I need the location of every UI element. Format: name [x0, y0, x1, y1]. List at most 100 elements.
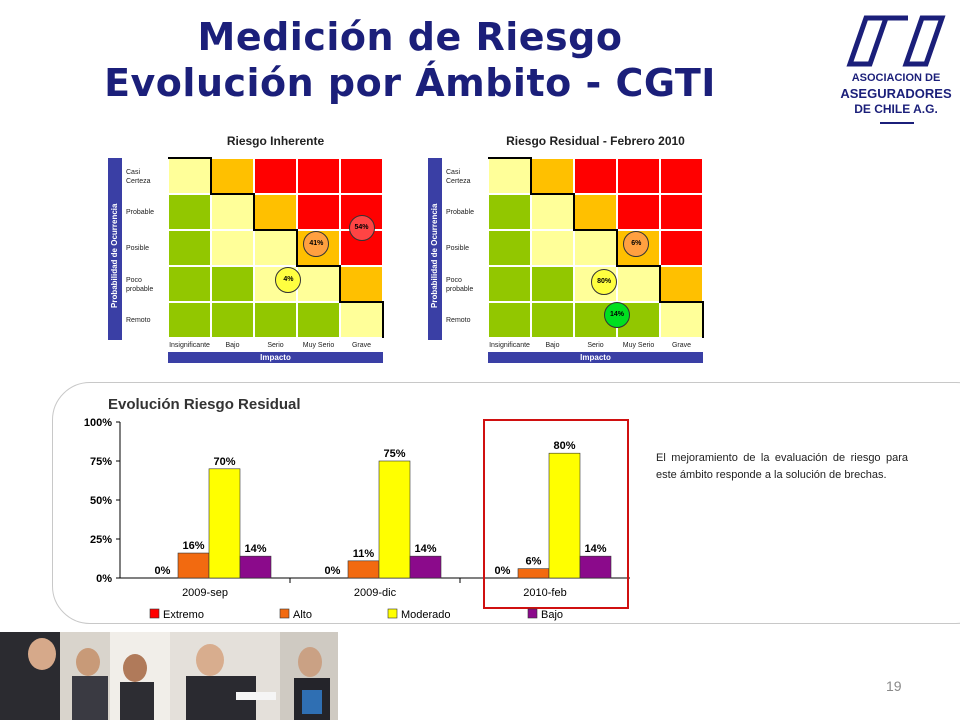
bar-alto — [517, 568, 550, 579]
residual-risk-bubble: 14% — [604, 301, 630, 328]
bar-moderado — [378, 460, 411, 579]
title-line-1: Medición de Riesgo — [197, 15, 623, 59]
residual-cell — [617, 158, 660, 194]
legend-swatch-extremo — [149, 608, 160, 619]
inherent-risk-bubble: 54% — [348, 215, 375, 242]
legend-label-alto: Alto — [293, 609, 312, 621]
highlight-box — [483, 419, 629, 609]
residual-cell — [488, 194, 531, 230]
bar-bajo — [239, 555, 272, 579]
data-label: 16% — [182, 540, 204, 552]
data-label: 14% — [414, 543, 436, 555]
residual-cell — [660, 158, 703, 194]
bar-moderado — [548, 452, 581, 579]
logo-underline — [880, 122, 914, 124]
slide-title: Medición de Riesgo Evolución por Ámbito … — [0, 14, 820, 106]
category-label: 2009-dic — [354, 587, 397, 599]
residual-x-axis-bar: Impacto — [488, 352, 703, 363]
inherent-risk-bubble: 41% — [303, 231, 330, 258]
data-label: 14% — [584, 543, 606, 555]
bar-bajo — [579, 555, 612, 579]
residual-row-label: Remoto — [446, 317, 471, 324]
residual-cell — [660, 230, 703, 266]
inherent-col-label: Insignificante — [169, 342, 210, 349]
inherent-cell — [340, 302, 383, 338]
residual-col-label: Serio — [587, 342, 604, 349]
residual-col-label: Grave — [671, 342, 692, 349]
data-label: 70% — [213, 456, 235, 468]
inherent-cell — [340, 158, 383, 194]
y-tick-label: 75% — [90, 456, 112, 468]
residual-threshold-line — [488, 157, 704, 338]
legend-swatch-bajo — [527, 608, 538, 619]
legend-label-moderado: Moderado — [401, 609, 451, 621]
data-label: 0% — [495, 565, 511, 577]
inherent-cell — [168, 230, 211, 266]
residual-title: Riesgo Residual - Febrero 2010 — [506, 134, 685, 148]
inherent-col-label: Serio — [267, 342, 284, 349]
inherent-threshold-line — [168, 157, 384, 338]
residual-row-label: Casi Certeza — [446, 169, 471, 185]
explanation-note: El mejoramiento de la evaluación de ries… — [656, 452, 908, 481]
logo-text-line-2: ASEGURADORES — [840, 86, 952, 101]
page-number: 19 — [886, 678, 902, 694]
y-tick-label: 100% — [84, 417, 112, 429]
inherent-cell — [211, 302, 254, 338]
inherent-cell — [168, 302, 211, 338]
data-label: 0% — [155, 565, 171, 577]
residual-y-axis-bar — [428, 158, 442, 340]
residual-cell — [531, 266, 574, 302]
inherent-cell — [211, 230, 254, 266]
bar-chart: 0% 25% 50% 75% 100% 0% 16% 70% 14% 2009-sep 0% 11% 7… — [84, 417, 630, 621]
inherent-cell — [297, 194, 340, 230]
inherent-cell — [211, 194, 254, 230]
bar-alto — [347, 560, 380, 579]
company-logo: ASOCIACION DE ASEGURADORES DE CHILE A.G. — [836, 12, 956, 132]
inherent-cell — [211, 266, 254, 302]
bar-alto — [177, 552, 210, 579]
inherent-cell — [297, 302, 340, 338]
y-tick-label: 50% — [90, 495, 112, 507]
data-label: 80% — [553, 440, 575, 452]
bar-moderado — [208, 468, 241, 579]
inherent-cell — [297, 158, 340, 194]
legend-label-extremo: Extremo — [163, 609, 204, 621]
residual-cell — [488, 230, 531, 266]
bar-bajo — [409, 555, 442, 579]
inherent-row-label: Remoto — [126, 317, 151, 324]
business-people-photo — [0, 632, 338, 720]
residual-risk-bubble: 80% — [591, 269, 618, 296]
inherent-cell — [168, 266, 211, 302]
inherent-col-label: Bajo — [225, 342, 240, 349]
inherent-row-label: Posible — [126, 245, 149, 252]
residual-row-label: Poco probable — [446, 277, 474, 293]
category-label: 2010-feb — [523, 587, 566, 599]
inherent-cell — [254, 302, 297, 338]
inherent-y-axis-bar — [108, 158, 122, 340]
residual-cell — [617, 266, 660, 302]
residual-col-label: Insignificante — [489, 342, 530, 349]
inherent-col-label: Muy Serio — [302, 342, 335, 349]
residual-cell — [531, 230, 574, 266]
inherent-title: Riesgo Inherente — [226, 134, 325, 148]
inherent-cell — [254, 158, 297, 194]
chart-title: Evolución Riesgo Residual — [108, 396, 301, 413]
y-tick-label: 0% — [96, 573, 112, 585]
inherent-row-label: Casi Certeza — [126, 169, 151, 185]
title-line-2: Evolución por Ámbito - CGTI — [104, 61, 716, 105]
residual-col-label: Muy Serio — [622, 342, 655, 349]
inherent-cell — [340, 266, 383, 302]
inherent-cell — [211, 158, 254, 194]
risk-matrix-residual: Riesgo Residual - Febrero 2010 Probabilid… — [428, 130, 708, 370]
legend-label-bajo: Bajo — [541, 609, 563, 621]
residual-col-label: Bajo — [545, 342, 560, 349]
data-label: 75% — [383, 448, 405, 460]
residual-cell — [660, 194, 703, 230]
residual-cell — [617, 194, 660, 230]
residual-cell — [488, 266, 531, 302]
residual-cell — [574, 158, 617, 194]
data-label: 14% — [244, 543, 266, 555]
residual-cell — [531, 302, 574, 338]
inherent-col-label: Grave — [351, 342, 372, 349]
y-tick-label: 25% — [90, 534, 112, 546]
